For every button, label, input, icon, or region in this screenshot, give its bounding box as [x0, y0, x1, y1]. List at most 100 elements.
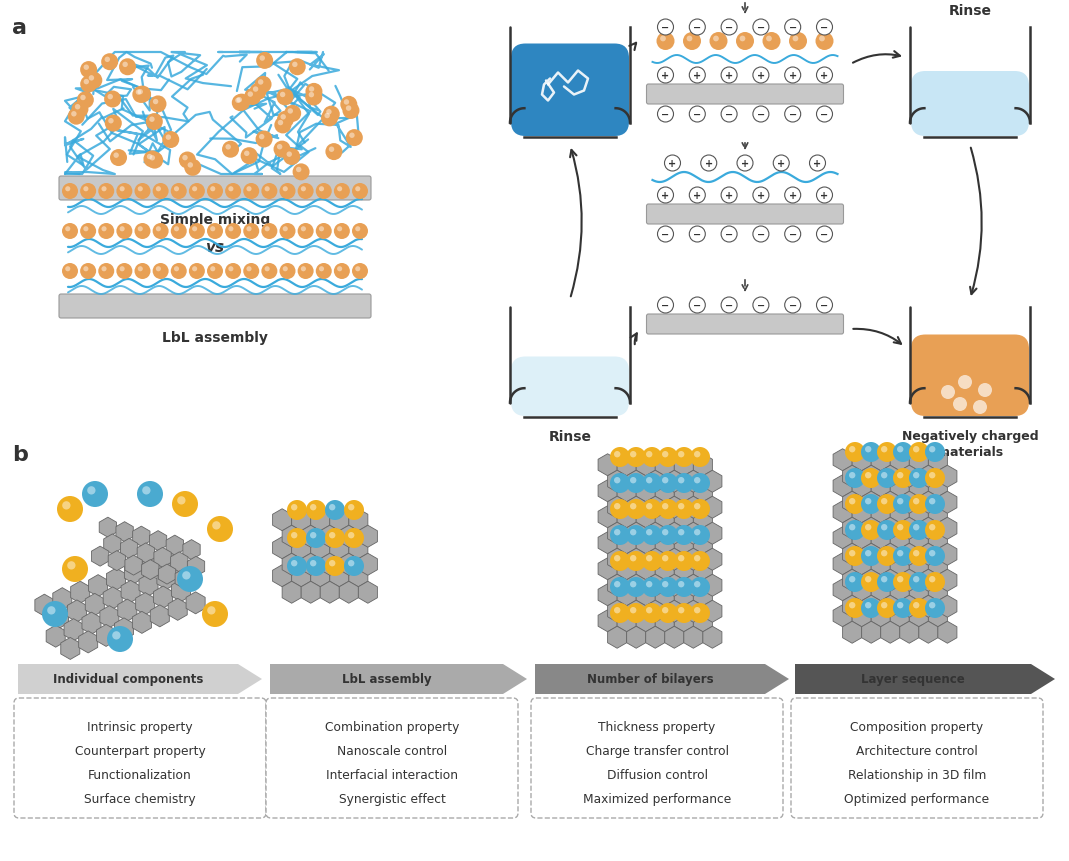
Circle shape — [722, 20, 738, 36]
Polygon shape — [703, 497, 722, 518]
Circle shape — [145, 114, 162, 131]
Circle shape — [244, 224, 260, 239]
Polygon shape — [108, 551, 125, 571]
Polygon shape — [114, 618, 134, 640]
Circle shape — [642, 525, 662, 545]
Polygon shape — [675, 610, 694, 632]
Polygon shape — [82, 612, 100, 635]
Text: +: + — [668, 158, 677, 169]
Circle shape — [192, 187, 197, 192]
Circle shape — [642, 578, 662, 598]
Circle shape — [153, 183, 169, 200]
Circle shape — [355, 267, 360, 272]
Circle shape — [248, 92, 253, 97]
Circle shape — [713, 36, 718, 42]
Circle shape — [150, 117, 155, 123]
Polygon shape — [684, 523, 703, 545]
Circle shape — [123, 63, 128, 68]
Polygon shape — [694, 532, 712, 554]
Circle shape — [315, 183, 331, 200]
Polygon shape — [842, 596, 862, 617]
Polygon shape — [311, 537, 329, 559]
Polygon shape — [187, 557, 204, 577]
Polygon shape — [938, 570, 957, 592]
Text: −: − — [789, 300, 796, 311]
Circle shape — [278, 121, 283, 126]
Circle shape — [105, 58, 110, 63]
Polygon shape — [311, 565, 329, 587]
Circle shape — [690, 604, 710, 623]
Circle shape — [235, 98, 241, 104]
Polygon shape — [617, 532, 636, 554]
Circle shape — [277, 145, 282, 151]
Polygon shape — [871, 553, 890, 575]
Text: Nanoscale control: Nanoscale control — [337, 744, 447, 757]
Polygon shape — [665, 548, 684, 571]
Text: −: − — [662, 230, 669, 239]
Polygon shape — [928, 579, 947, 601]
Circle shape — [62, 556, 88, 582]
Circle shape — [156, 227, 161, 232]
Polygon shape — [842, 570, 862, 592]
Circle shape — [646, 555, 652, 561]
Polygon shape — [655, 480, 675, 502]
Circle shape — [329, 147, 335, 152]
Polygon shape — [919, 492, 938, 514]
Circle shape — [659, 604, 678, 623]
Polygon shape — [675, 480, 694, 502]
Circle shape — [865, 524, 871, 530]
Polygon shape — [871, 579, 890, 601]
Polygon shape — [301, 581, 321, 604]
Circle shape — [86, 72, 103, 90]
Circle shape — [819, 36, 825, 42]
Circle shape — [344, 500, 365, 520]
Circle shape — [630, 581, 636, 588]
Polygon shape — [910, 527, 928, 549]
Polygon shape — [675, 584, 694, 606]
Polygon shape — [684, 574, 703, 597]
Polygon shape — [703, 574, 722, 597]
Circle shape — [861, 598, 881, 618]
Circle shape — [626, 604, 646, 623]
Polygon shape — [301, 554, 321, 576]
Polygon shape — [79, 631, 97, 653]
Circle shape — [659, 474, 678, 493]
Circle shape — [722, 188, 738, 204]
Circle shape — [614, 478, 620, 484]
Circle shape — [171, 263, 187, 280]
Polygon shape — [665, 601, 684, 623]
Circle shape — [614, 607, 620, 614]
Circle shape — [690, 499, 710, 519]
Text: −: − — [789, 110, 796, 120]
Circle shape — [809, 156, 825, 172]
Circle shape — [610, 525, 630, 545]
Polygon shape — [684, 497, 703, 518]
Circle shape — [657, 226, 673, 243]
Polygon shape — [168, 598, 187, 621]
Circle shape — [289, 59, 306, 76]
Circle shape — [845, 573, 865, 592]
Circle shape — [334, 224, 350, 239]
Circle shape — [881, 473, 887, 479]
Circle shape — [189, 263, 205, 280]
Polygon shape — [52, 588, 72, 610]
Polygon shape — [665, 627, 684, 648]
Circle shape — [226, 183, 242, 200]
Text: Rinse: Rinse — [948, 4, 992, 18]
Circle shape — [925, 468, 945, 488]
Circle shape — [929, 447, 935, 453]
Circle shape — [657, 68, 673, 84]
Polygon shape — [46, 625, 65, 647]
Circle shape — [753, 20, 769, 36]
Circle shape — [177, 567, 203, 592]
Circle shape — [337, 267, 342, 272]
Polygon shape — [160, 549, 180, 571]
Polygon shape — [607, 523, 626, 545]
Circle shape — [865, 550, 871, 557]
Circle shape — [893, 520, 913, 541]
Circle shape — [232, 95, 249, 112]
Circle shape — [678, 581, 684, 588]
Polygon shape — [607, 601, 626, 623]
Circle shape — [897, 603, 903, 609]
Circle shape — [104, 91, 121, 108]
